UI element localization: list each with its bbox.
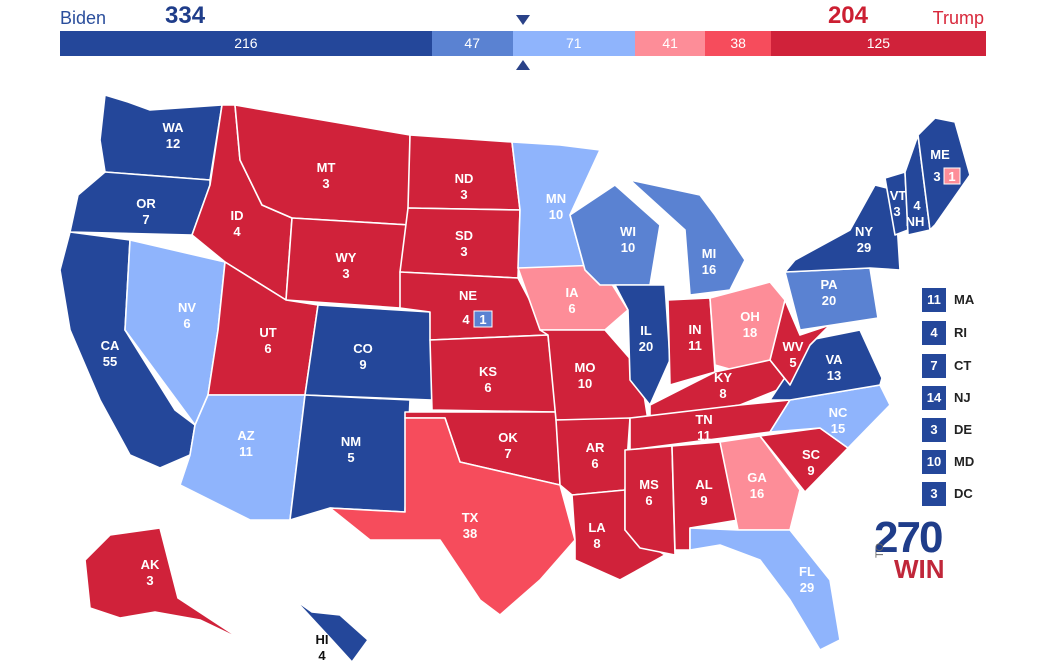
ne-code-DC: DC: [954, 486, 973, 501]
state-label-CA: CA 55: [101, 338, 120, 369]
state-label-MT: MT 3: [317, 160, 336, 191]
ne-box-NJ[interactable]: 14: [922, 386, 946, 410]
majority-marker-top-icon: [516, 15, 530, 25]
state-label-ME: ME 3: [930, 147, 950, 184]
state-label-GA: GA 16: [747, 470, 767, 501]
state-label-MS: MS 6: [639, 477, 659, 508]
district-box-NE[interactable]: [473, 310, 493, 328]
state-label-ND: ND 3: [455, 171, 474, 202]
state-label-OK: OK 7: [498, 430, 518, 461]
bar-segment-lean-r[interactable]: 41: [634, 31, 706, 56]
state-label-IL: IL 20: [639, 323, 653, 354]
biden-name: Biden: [60, 8, 107, 28]
state-GA[interactable]: [719, 435, 801, 531]
state-label-MI: MI 16: [702, 246, 716, 277]
state-label-OH: OH 18: [740, 309, 760, 340]
state-label-IA: IA 6: [566, 285, 580, 316]
logo-number: 270: [874, 513, 943, 562]
state-label-SC: SC 9: [802, 447, 821, 478]
state-label-AZ: AZ 11: [237, 428, 254, 459]
state-label-WI: WI 10: [620, 224, 636, 255]
state-label-WV: WV 5: [783, 339, 804, 370]
state-HI[interactable]: [294, 599, 369, 663]
state-label-NM: NM 5: [341, 434, 361, 465]
state-label-WA: WA 12: [163, 120, 185, 151]
ne-code-MA: MA: [954, 292, 975, 307]
ne-box-CT[interactable]: 7: [922, 354, 946, 378]
state-label-MN: MN 10: [546, 191, 566, 222]
district-label-ME: 1: [948, 169, 955, 184]
state-label-AR: AR 6: [586, 440, 605, 471]
state-label-ID: ID 4: [231, 208, 244, 239]
ne-box-MD[interactable]: 10: [922, 450, 946, 474]
bar-segment-safe-r[interactable]: 125: [770, 31, 986, 56]
state-label-NE: NE 4: [459, 288, 477, 327]
state-FL[interactable]: [689, 527, 841, 651]
us-electoral-map: WA 12 OR 7 CA 55 NV 6 ID 4 MT 3 WY 3 UT 6 AZ 11 C…: [59, 94, 971, 663]
state-label-NV: NV 6: [178, 300, 196, 331]
state-label-IN: IN 11: [688, 322, 702, 353]
state-NY[interactable]: [784, 184, 901, 273]
ne-box-RI[interactable]: 4: [922, 321, 946, 345]
bar-segment-lean-d[interactable]: 71: [512, 31, 635, 56]
biden-ev-total: 334: [165, 2, 206, 29]
electoral-vote-bar: 216 47 71 41 38 125: [60, 31, 986, 56]
state-label-UT: UT 6: [259, 325, 276, 356]
state-label-AK: AK 3: [141, 557, 160, 588]
logo-to: TO: [874, 542, 886, 558]
ne-box-MA[interactable]: 11: [922, 288, 946, 312]
state-label-HI: HI 4: [316, 632, 329, 663]
state-AK[interactable]: [84, 527, 243, 641]
state-MI[interactable]: [629, 179, 746, 296]
state-label-NY: NY 29: [855, 224, 873, 255]
state-SD[interactable]: [399, 207, 521, 279]
ne-code-MD: MD: [954, 454, 975, 469]
state-label-PA: PA 20: [820, 277, 838, 308]
ne-box-DC[interactable]: 3: [922, 482, 946, 506]
state-label-LA: LA 8: [588, 520, 606, 551]
ne-code-DE: DE: [954, 422, 973, 437]
state-label-MO: MO 10: [575, 360, 596, 391]
bar-segment-likely-d[interactable]: 47: [431, 31, 513, 56]
ne-box-DE[interactable]: 3: [922, 418, 946, 442]
state-label-VA: VA 13: [825, 352, 843, 383]
state-label-KS: KS 6: [479, 364, 497, 395]
ne-code-CT: CT: [954, 358, 972, 373]
state-label-OR: OR 7: [136, 196, 156, 227]
state-label-TX: TX 38: [462, 510, 479, 541]
state-MS[interactable]: [624, 445, 676, 556]
270towin-logo[interactable]: 270 TO WIN: [874, 513, 945, 585]
state-label-KY: KY 8: [714, 370, 732, 401]
state-label-NH-ev: 4: [913, 198, 921, 213]
state-label-VT: VT 3: [890, 188, 907, 219]
state-label-TN: TN 11: [695, 412, 712, 443]
state-label-AL: AL 9: [695, 477, 712, 508]
state-label-FL: FL 29: [799, 564, 815, 595]
state-label-NH: NH: [906, 214, 925, 229]
bar-segment-safe-d[interactable]: 216: [60, 31, 432, 56]
district-box-ME[interactable]: [943, 167, 961, 185]
state-TX[interactable]: [329, 417, 576, 616]
majority-marker-bottom-icon: [516, 60, 530, 70]
ne-code-RI: RI: [954, 325, 967, 340]
ne-code-NJ: NJ: [954, 390, 971, 405]
trump-ev-total: 204: [827, 2, 868, 29]
logo-win: WIN: [894, 554, 945, 584]
state-label-CO: CO 9: [353, 341, 373, 372]
district-label-NE: 1: [479, 312, 486, 327]
bar-segment-likely-r[interactable]: 38: [705, 31, 771, 56]
state-label-WY: WY 3: [336, 250, 357, 281]
state-WA[interactable]: [99, 94, 223, 181]
trump-name: Trump: [932, 8, 984, 28]
state-label-NC: NC 15: [829, 405, 848, 436]
state-label-SD: SD 3: [455, 228, 473, 259]
